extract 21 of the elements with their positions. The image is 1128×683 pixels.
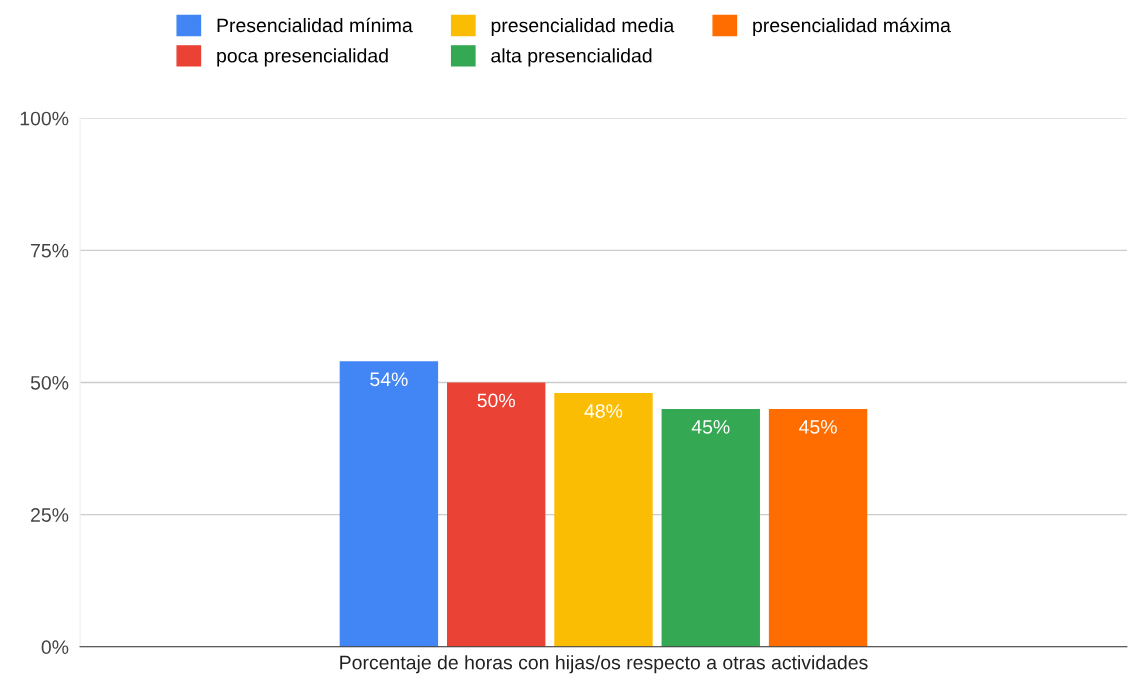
- y-tick-label: 50%: [30, 375, 69, 390]
- bar: [768, 408, 868, 647]
- y-tick-label: 100%: [20, 111, 69, 126]
- bar: [554, 393, 653, 647]
- data-label: 45%: [799, 420, 837, 434]
- legend-label: presencialidad máxima: [753, 17, 951, 37]
- data-label: 50%: [477, 393, 515, 408]
- legend-label: poca presencialidad: [217, 48, 388, 67]
- y-tick-label: 25%: [31, 508, 69, 522]
- y-tick-label: 0%: [41, 640, 69, 655]
- legend-label: presencialidad media: [491, 17, 675, 37]
- bar: [446, 382, 546, 647]
- data-label: 48%: [584, 404, 623, 418]
- y-tick-label: 75%: [31, 243, 69, 258]
- legend-label: Presencialidad mínima: [217, 17, 413, 33]
- legend-label: alta presencialidad: [491, 48, 652, 67]
- bar: [339, 361, 439, 647]
- data-label: 45%: [691, 420, 730, 434]
- x-tick-label: Porcentaje de horas con hijas/os respecto a otras actividades: [340, 655, 868, 674]
- bar: [661, 408, 760, 647]
- data-label: 54%: [370, 372, 408, 387]
